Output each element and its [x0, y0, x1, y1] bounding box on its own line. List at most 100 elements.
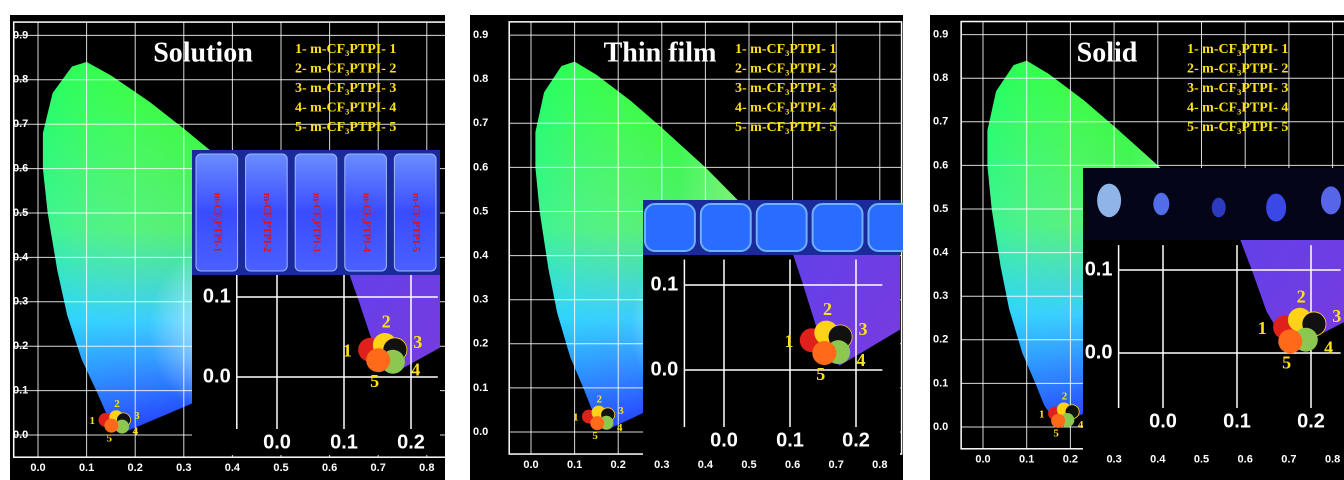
inset-x-tick-label: 0.1	[776, 429, 804, 451]
point-label: 5	[370, 371, 379, 391]
point-label: 2	[597, 394, 603, 406]
solid-sample	[1097, 184, 1121, 218]
solid-sample	[1321, 186, 1341, 214]
x-tick-label: 0.8	[419, 462, 434, 474]
legend-entry: 1- m-CF₃PTPI- 1	[1187, 42, 1288, 57]
point-label: 4	[856, 350, 865, 370]
y-tick-label: 0.9	[473, 29, 488, 41]
x-tick-label: 0.6	[1238, 454, 1253, 466]
y-tick-label: 0.6	[933, 159, 948, 171]
vial-label: m-CF₃PTPI-4	[360, 193, 371, 252]
solid-sample	[1266, 194, 1286, 222]
x-tick-label: 0.4	[1150, 454, 1166, 466]
legend-entry: 3- m-CF₃PTPI- 3	[295, 81, 396, 96]
y-tick-label: 0.6	[473, 161, 488, 173]
y-tick-label: 0.2	[933, 334, 948, 346]
y-tick-label: 0.3	[13, 296, 28, 308]
film-sample	[645, 204, 695, 251]
point-label: 1	[784, 331, 793, 351]
legend-entry: 5- m-CF₃PTPI- 5	[1187, 120, 1288, 135]
point-label: 4	[1078, 419, 1084, 431]
inset-x-tick-label: 0.0	[710, 429, 738, 451]
data-point	[812, 341, 836, 365]
inset-y-tick-label: 0.1	[203, 285, 231, 307]
film-sample	[701, 204, 751, 251]
y-tick-label: 0.0	[13, 429, 28, 441]
point-label: 5	[592, 430, 598, 442]
point-label: 1	[1039, 408, 1045, 420]
solid-sample	[1153, 193, 1169, 215]
y-tick-label: 0.6	[13, 163, 28, 175]
inset-photo	[643, 200, 918, 255]
data-point	[1051, 414, 1065, 428]
vial-label: m-CF₃PTPI-3	[311, 193, 322, 252]
inset-x-tick-label: 0.2	[842, 429, 870, 451]
x-tick-label: 0.5	[1194, 454, 1209, 466]
y-tick-label: 0.3	[933, 290, 948, 302]
legend-entry: 2- m-CF₃PTPI- 2	[1187, 62, 1288, 77]
inset-y-tick-label: 0.0	[1085, 341, 1113, 363]
film-sample	[868, 204, 918, 251]
x-tick-label: 0.8	[872, 459, 887, 471]
legend-entry: 4- m-CF₃PTPI- 4	[1187, 101, 1288, 116]
page: 0.0 0.1 0.2 0.3 0.4 0.5 0.6 0.7 0.8 0.0 0.1 0.2 0.3 0…	[0, 0, 1344, 480]
x-tick-label: 0.5	[273, 462, 288, 474]
inset-x-tick-label: 0.2	[397, 431, 425, 453]
point-label: 3	[1332, 306, 1341, 326]
solid-sample	[1212, 198, 1226, 218]
legend-entry: 2- m-CF₃PTPI- 2	[295, 62, 396, 77]
x-tick-label: 0.0	[523, 459, 538, 471]
data-point	[104, 419, 118, 433]
point-label: 5	[1053, 428, 1059, 440]
y-tick-label: 0.0	[473, 426, 488, 438]
x-tick-label: 0.2	[611, 459, 626, 471]
point-label: 4	[617, 422, 623, 434]
figure: 0.0 0.1 0.2 0.3 0.4 0.5 0.6 0.7 0.8 0.0 0.1 0.2 0.3 0…	[0, 0, 1344, 480]
x-tick-label: 0.2	[1063, 454, 1078, 466]
film-sample	[757, 204, 807, 251]
x-tick-label: 0.7	[371, 462, 386, 474]
x-tick-label: 0.5	[741, 459, 756, 471]
chart-title: Solid	[1077, 37, 1138, 68]
y-tick-label: 0.4	[933, 247, 949, 259]
point-label: 2	[1297, 286, 1306, 306]
point-label: 3	[618, 405, 624, 417]
legend-entry: 4- m-CF₃PTPI- 4	[735, 101, 836, 116]
x-tick-label: 0.6	[785, 459, 800, 471]
y-tick-label: 0.5	[13, 207, 28, 219]
vial-label: m-CF₃PTPI-5	[410, 193, 421, 252]
chart-title: Solution	[153, 37, 253, 68]
x-tick-label: 0.4	[698, 459, 714, 471]
film-sample	[813, 204, 863, 251]
y-tick-label: 0.8	[473, 73, 488, 85]
y-tick-label: 0.8	[13, 74, 28, 86]
inset-photo	[1083, 168, 1344, 240]
point-label: 1	[573, 411, 579, 423]
x-tick-label: 0.3	[1106, 454, 1121, 466]
point-label: 5	[107, 433, 113, 445]
vial-label: m-CF₃PTPI-2	[261, 193, 272, 252]
data-point	[1278, 329, 1302, 353]
point-label: 5	[1282, 352, 1291, 372]
point-label: 1	[343, 340, 352, 360]
y-tick-label: 0.5	[933, 203, 948, 215]
x-tick-label: 0.3	[176, 462, 191, 474]
point-label: 2	[1062, 390, 1068, 402]
x-tick-label: 0.3	[654, 459, 669, 471]
y-tick-label: 0.4	[473, 250, 489, 262]
inset-y-tick-label: 0.1	[650, 273, 678, 295]
inset-x-tick-label: 0.1	[330, 431, 358, 453]
legend-entry: 5- m-CF₃PTPI- 5	[295, 120, 396, 135]
y-tick-label: 0.9	[13, 29, 28, 41]
y-tick-label: 0.8	[933, 72, 948, 84]
point-label: 1	[1258, 318, 1267, 338]
legend-entry: 1- m-CF₃PTPI- 1	[735, 42, 836, 57]
point-label: 2	[382, 312, 391, 332]
y-tick-label: 0.9	[933, 29, 948, 41]
y-tick-label: 0.1	[473, 382, 488, 394]
chart-title: Thin film	[604, 37, 717, 68]
legend-entry: 2- m-CF₃PTPI- 2	[735, 62, 836, 77]
inset-x-tick-label: 0.0	[1149, 410, 1177, 432]
legend-entry: 3- m-CF₃PTPI- 3	[735, 81, 836, 96]
